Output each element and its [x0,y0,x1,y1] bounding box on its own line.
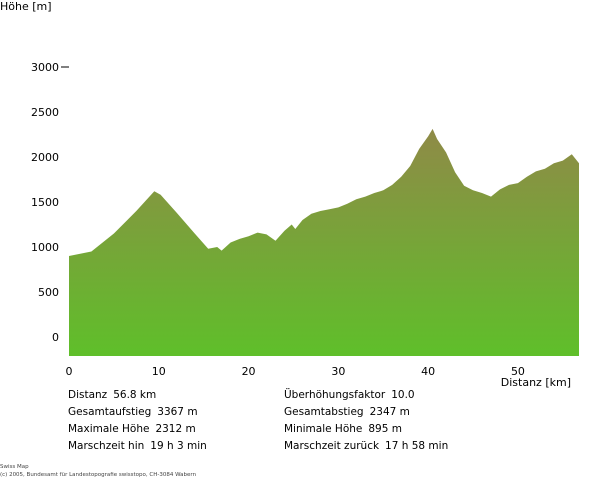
credit-line-1: Swiss Map [0,464,29,470]
y-axis: 0 500 1000 1500 2000 2500 3000 [31,61,69,344]
credit-line-2: (c) 2005, Bundesamt für Landestopografie… [0,472,197,478]
y-tick-label: 1000 [31,241,59,254]
stat-descent: Gesamtabstieg 2347 m [284,404,448,421]
stats-right-column: Überhöhungsfaktor 10.0 Gesamtabstieg 2347 … [284,387,448,455]
stat-label: Gesamtaufstieg [68,406,152,418]
stat-time-back: Marschzeit zurück 17 h 58 min [284,438,448,455]
elevation-area [69,128,579,356]
y-tick-label: 1500 [31,196,59,209]
y-tick-label: 500 [38,286,59,299]
stat-label: Marschzeit hin [68,440,145,452]
stat-exaggeration: Überhöhungsfaktor 10.0 [284,387,448,404]
stat-distance: Distanz 56.8 km [68,387,207,404]
stat-value: 56.8 km [113,389,157,401]
copyright-credit: Swiss Map (c) 2005, Bundesamt für Landes… [0,463,196,479]
stats-left-column: Distanz 56.8 km Gesamtaufstieg 3367 m Maxi… [68,387,207,455]
y-tick-label: 3000 [31,61,59,74]
x-axis: 0 10 20 30 40 50 [66,365,525,378]
x-tick-label: 40 [421,365,435,378]
stat-time-out: Marschzeit hin 19 h 3 min [68,438,207,455]
stat-min-height: Minimale Höhe 895 m [284,421,448,438]
stat-value: 17 h 58 min [385,440,449,452]
y-axis-label: Höhe [m] [0,0,52,13]
stat-max-height: Maximale Höhe 2312 m [68,421,207,438]
stat-value: 2312 m [155,423,196,435]
stat-label: Marschzeit zurück [284,440,380,452]
y-tick-label: 2000 [31,151,59,164]
x-tick-label: 20 [242,365,256,378]
x-tick-label: 30 [331,365,345,378]
stat-ascent: Gesamtaufstieg 3367 m [68,404,207,421]
stat-value: 895 m [368,423,402,435]
y-tick-label: 0 [52,331,59,344]
x-tick-label: 10 [152,365,166,378]
stat-value: 10.0 [391,389,415,401]
y-tick-label: 2500 [31,106,59,119]
stat-value: 2347 m [369,406,410,418]
x-tick-label: 50 [511,365,525,378]
stat-label: Minimale Höhe [284,423,363,435]
stat-value: 3367 m [157,406,198,418]
x-tick-label: 0 [66,365,73,378]
stat-label: Distanz [68,389,108,401]
stat-label: Maximale Höhe [68,423,150,435]
stat-value: 19 h 3 min [150,440,207,452]
x-axis-label: Distanz [km] [501,376,571,389]
stat-label: Überhöhungsfaktor [284,389,386,401]
stat-label: Gesamtabstieg [284,406,364,418]
